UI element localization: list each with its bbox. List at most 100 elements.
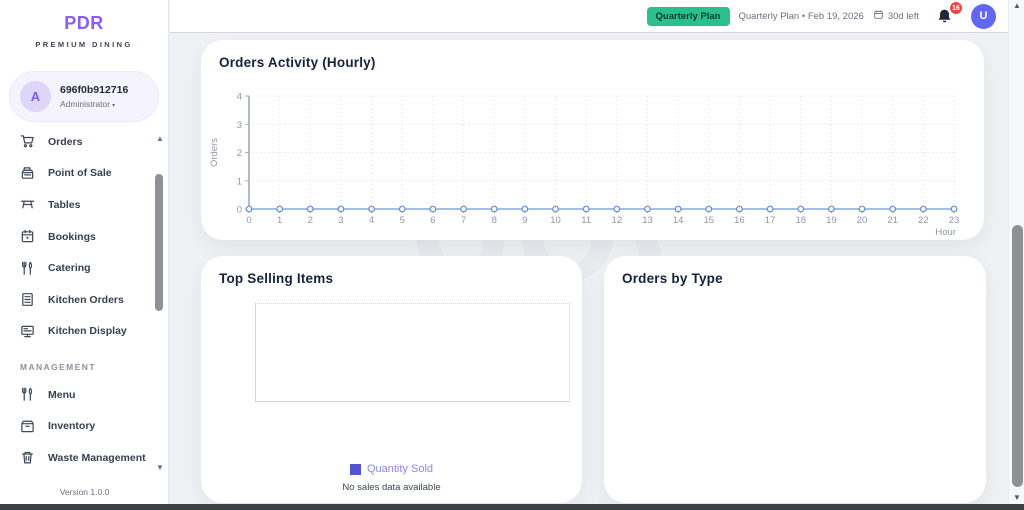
- svg-text:23: 23: [949, 215, 960, 226]
- user-role: Administrator ▾: [60, 99, 116, 109]
- profile-avatar[interactable]: U: [971, 3, 996, 29]
- svg-text:10: 10: [550, 215, 561, 226]
- days-left-wrap: 30d left: [873, 7, 919, 25]
- svg-text:4: 4: [237, 92, 242, 103]
- sidebar-item-label: Point of Sale: [48, 167, 112, 180]
- management-section-label: MANAGEMENT: [20, 362, 96, 372]
- sidebar: PDR PREMIUM DINING A 696f0b912716 Admini…: [0, 0, 169, 504]
- utensils-icon: [20, 387, 35, 402]
- user-info: 696f0b912716 Administrator ▾: [60, 84, 128, 109]
- svg-text:4: 4: [369, 215, 374, 226]
- bottom-edge-bar: [0, 504, 1024, 510]
- app-version: Version 1.0.0: [59, 487, 110, 497]
- svg-text:21: 21: [887, 215, 898, 226]
- top-selling-empty-plot: [255, 303, 570, 402]
- document-icon: [20, 292, 35, 307]
- sidebar-item-label: Kitchen Display: [48, 325, 127, 338]
- sidebar-nav: Orders Point of Sale Tables Bookings Caterin…: [0, 126, 155, 347]
- sidebar-item-label: Kitchen Orders: [48, 293, 124, 306]
- svg-text:2: 2: [237, 148, 242, 159]
- sidebar-item-label: Tables: [48, 198, 81, 211]
- svg-text:18: 18: [795, 215, 806, 226]
- user-card[interactable]: A 696f0b912716 Administrator ▾: [9, 71, 159, 122]
- chevron-down-icon: ▾: [112, 103, 116, 109]
- svg-text:1: 1: [277, 215, 282, 226]
- svg-text:7: 7: [461, 215, 466, 226]
- svg-text:1: 1: [237, 176, 242, 187]
- svg-text:Orders: Orders: [209, 138, 220, 167]
- sidebar-item-label: Inventory: [48, 420, 96, 433]
- no-sales-data-text: No sales data available: [342, 482, 441, 493]
- svg-text:12: 12: [612, 215, 623, 226]
- svg-text:15: 15: [703, 215, 714, 226]
- legend-label: Quantity Sold: [366, 463, 434, 475]
- quantity-sold-legend[interactable]: Quantity Sold: [201, 463, 582, 475]
- legend-swatch-icon: [349, 463, 361, 475]
- svg-text:0: 0: [237, 205, 242, 216]
- svg-text:11: 11: [581, 215, 591, 226]
- notifications-button[interactable]: 16: [936, 1, 963, 26]
- sidebar-item-waste-management[interactable]: Waste Management: [0, 442, 155, 474]
- svg-text:0: 0: [246, 215, 251, 226]
- svg-text:16: 16: [734, 215, 745, 226]
- header: Quarterly Plan Quarterly Plan • Feb 19, …: [170, 0, 1008, 33]
- svg-text:14: 14: [673, 215, 684, 226]
- sidebar-item-catering[interactable]: Catering: [0, 252, 155, 284]
- svg-text:Hour: Hour: [935, 227, 956, 238]
- svg-text:13: 13: [642, 215, 653, 226]
- orders-by-type-title: Orders by Type: [622, 271, 723, 286]
- scroll-up-icon[interactable]: ▲: [1013, 1, 1021, 10]
- sidebar-item-kitchen-orders[interactable]: Kitchen Orders: [0, 284, 155, 316]
- sidebar-item-inventory[interactable]: Inventory: [0, 411, 155, 443]
- utensils-icon: [20, 261, 35, 276]
- orders-activity-title: Orders Activity (Hourly): [219, 55, 376, 70]
- notification-badge: 16: [949, 1, 963, 15]
- days-left-text: 30d left: [887, 10, 919, 22]
- trash-icon: [20, 450, 35, 465]
- brand-block: PDR PREMIUM DINING: [0, 0, 168, 49]
- sidebar-item-orders[interactable]: Orders: [0, 126, 155, 158]
- sidebar-item-label: Orders: [48, 135, 83, 148]
- table-icon: [20, 197, 35, 212]
- svg-text:2: 2: [308, 215, 313, 226]
- brand-tagline: PREMIUM DINING: [35, 40, 133, 49]
- sidebar-item-point-of-sale[interactable]: Point of Sale: [0, 158, 155, 190]
- sidebar-item-bookings[interactable]: Bookings: [0, 221, 155, 253]
- svg-text:20: 20: [857, 215, 868, 226]
- top-selling-title: Top Selling Items: [219, 271, 334, 286]
- svg-text:9: 9: [522, 215, 527, 226]
- sidebar-nav-management: Menu Inventory Waste Management: [0, 379, 155, 474]
- box-icon: [20, 419, 35, 434]
- bell-icon: [938, 9, 951, 23]
- svg-text:19: 19: [826, 215, 837, 226]
- user-avatar: A: [20, 81, 51, 112]
- sidebar-item-label: Waste Management: [48, 451, 146, 464]
- sidebar-item-menu[interactable]: Menu: [0, 379, 155, 411]
- scroll-down-icon[interactable]: ▼: [1013, 493, 1021, 502]
- page-scrollbar-thumb[interactable]: [1011, 225, 1023, 487]
- sidebar-item-label: Catering: [48, 262, 91, 275]
- brand-logo: PDR: [64, 13, 104, 33]
- svg-text:17: 17: [765, 215, 776, 226]
- sidebar-scroll-up-icon[interactable]: ▲: [156, 134, 164, 143]
- sidebar-item-tables[interactable]: Tables: [0, 189, 155, 221]
- svg-text:3: 3: [237, 120, 242, 131]
- calendar-icon: [20, 229, 35, 244]
- user-name: 696f0b912716: [60, 84, 129, 96]
- svg-text:6: 6: [430, 215, 435, 226]
- calendar-icon: [873, 7, 884, 25]
- display-icon: [20, 324, 35, 339]
- plan-text: Quarterly Plan • Feb 19, 2026: [738, 10, 864, 22]
- sidebar-item-kitchen-display[interactable]: Kitchen Display: [0, 316, 155, 348]
- svg-text:3: 3: [338, 215, 343, 226]
- svg-text:5: 5: [400, 215, 405, 226]
- top-selling-card: Top Selling Items Quantity Sold No sales…: [201, 256, 582, 503]
- sidebar-scrollbar-thumb[interactable]: [155, 174, 163, 311]
- sidebar-scroll-down-icon[interactable]: ▼: [156, 463, 164, 472]
- sidebar-item-label: Bookings: [48, 230, 96, 243]
- register-icon: [20, 166, 35, 181]
- sidebar-item-label: Menu: [48, 388, 76, 401]
- orders-by-type-card: Orders by Type: [604, 256, 986, 503]
